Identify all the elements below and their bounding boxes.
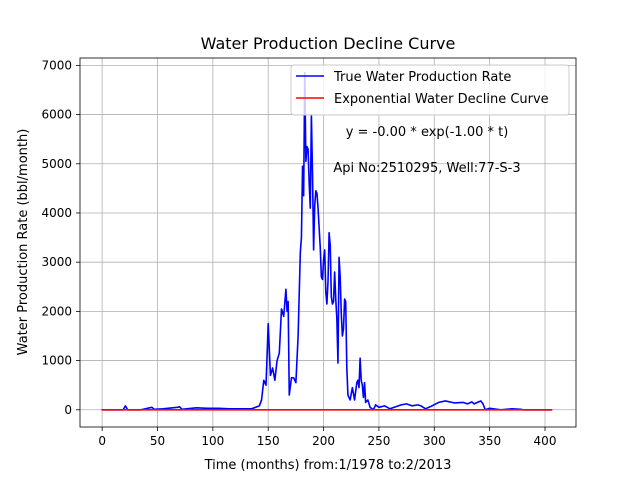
x-tick-label: 400: [534, 434, 557, 448]
y-axis-label: Water Production Rate (bbl/month): [16, 129, 31, 356]
axis-ticks: 0 50 100 150 200 250 300 350 4000100020003000400…: [41, 58, 556, 448]
series-lines: [101, 71, 553, 411]
chart-title: Water Production Decline Curve: [201, 34, 456, 53]
y-tick-label: 2000: [41, 304, 72, 318]
well-annotation: Api No:2510295, Well:77-S-3: [333, 161, 520, 176]
legend: True Water Production Rate Exponential W…: [290, 64, 570, 116]
legend-label-true-rate: True Water Production Rate: [333, 70, 511, 85]
legend-box: [290, 64, 570, 116]
y-tick-label: 1000: [41, 354, 72, 368]
plot-frame: [79, 57, 577, 428]
x-axis-label: Time (months) from:1/1978 to:2/2013: [204, 458, 452, 473]
y-tick-label: 6000: [41, 108, 72, 122]
y-tick-label: 5000: [41, 157, 72, 171]
equation-annotation: y = -0.00 * exp(-1.00 * t): [346, 125, 509, 140]
legend-label-exponential-curve: Exponential Water Decline Curve: [334, 92, 549, 107]
true-water-production-rate-line: [101, 71, 553, 411]
x-tick-label: 50: [150, 434, 165, 448]
x-tick-label: 0: [98, 434, 106, 448]
x-tick-label: 150: [257, 434, 280, 448]
x-tick-label: 300: [423, 434, 446, 448]
y-tick-label: 0: [64, 403, 72, 417]
x-tick-label: 200: [312, 434, 335, 448]
x-tick-label: 250: [367, 434, 390, 448]
plot-area: [80, 58, 576, 427]
x-tick-label: 100: [201, 434, 224, 448]
y-tick-label: 4000: [41, 206, 72, 220]
x-tick-label: 350: [478, 434, 501, 448]
y-tick-label: 3000: [41, 255, 72, 269]
y-tick-label: 7000: [41, 58, 72, 72]
